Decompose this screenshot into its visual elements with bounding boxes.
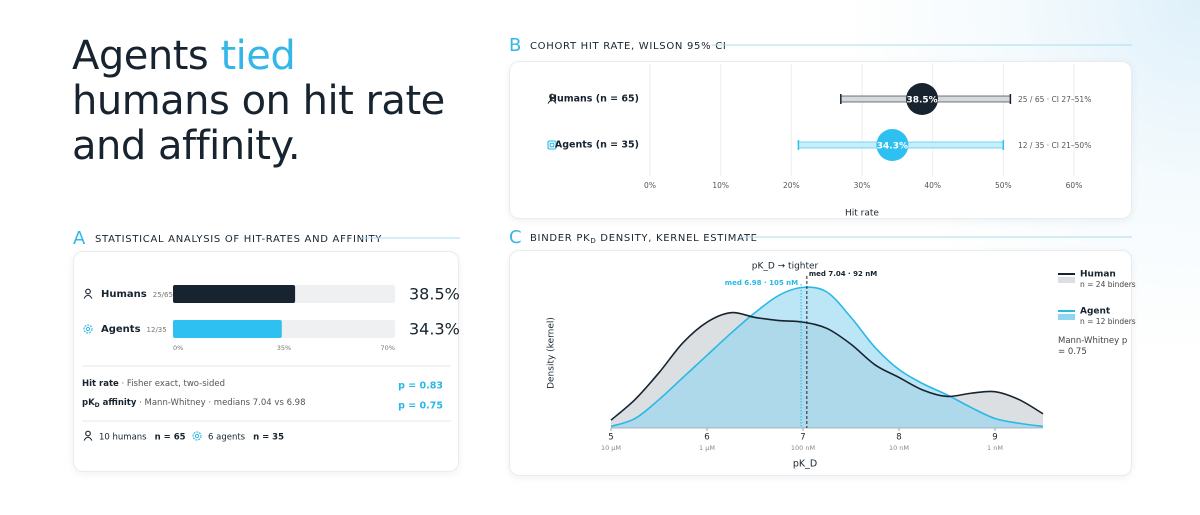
legend-label: Human	[1080, 270, 1116, 280]
value-label: 34.3%	[409, 320, 460, 339]
count-label: 25/65	[153, 291, 173, 299]
section-letter: A	[73, 228, 86, 249]
legend-label: Agent	[1080, 307, 1111, 317]
stat-method: · Fisher exact, two-sided	[119, 379, 225, 389]
p-value: p = 0.75	[398, 401, 443, 412]
x-axis-label: pK_D	[793, 459, 817, 470]
footer-n: n = 35	[253, 433, 284, 443]
x-tick-unit: 1 µM	[699, 444, 715, 452]
x-tick-label: 8	[896, 433, 901, 443]
x-tick-label: 70%	[381, 344, 395, 352]
stat-label: pK	[82, 398, 95, 408]
person-icon	[83, 436, 93, 441]
person-icon	[83, 294, 93, 299]
section-letter: C	[509, 227, 522, 248]
x-tick-label: 6	[704, 433, 709, 443]
legend-swatch	[1058, 314, 1075, 320]
value-label: 38.5%	[409, 285, 460, 304]
value-label: 34.3%	[877, 142, 908, 152]
title-part: BINDER PK	[530, 233, 590, 244]
agent-icon	[192, 431, 202, 441]
card-b	[509, 61, 1132, 219]
category-label: Humans (n = 65)	[549, 94, 639, 105]
footer-text: 6 agents	[208, 433, 246, 443]
x-tick-label: 30%	[854, 181, 871, 190]
headline-text: Agents	[72, 33, 221, 79]
title-part: DENSITY, KERNEL ESTIMATE	[596, 233, 757, 244]
x-tick-label: 5	[608, 433, 613, 443]
x-tick-unit: 1 nM	[987, 444, 1003, 452]
stat-label: affinity	[100, 398, 137, 408]
person-icon	[85, 288, 91, 295]
y-axis-label: Density (kernel)	[547, 317, 557, 389]
agent-icon	[85, 326, 91, 332]
bar	[173, 285, 296, 303]
headline-text: humans on hit rate and affinity.	[72, 78, 445, 169]
x-tick-unit: 10 nM	[889, 444, 909, 452]
x-tick-label: 0%	[644, 181, 656, 190]
agent-icon	[547, 140, 557, 150]
person-icon	[85, 430, 91, 437]
stat-label: Hit rate	[82, 379, 119, 389]
section-letter: B	[509, 35, 521, 56]
section-title: BINDER PKD DENSITY, KERNEL ESTIMATE	[530, 233, 758, 245]
x-tick-label: 60%	[1066, 181, 1083, 190]
x-tick-unit: 10 µM	[601, 444, 621, 452]
median-label: med 7.04 · 92 nM	[809, 270, 877, 278]
stat-line: pKD affinity · Mann-Whitney · medians 7.…	[82, 398, 306, 409]
value-label: 38.5%	[906, 96, 937, 106]
stat-method: · Mann-Whitney · medians 7.04 vs 6.98	[136, 398, 305, 408]
line	[610, 311, 1044, 421]
headline-highlight: tied	[220, 33, 296, 79]
legend-swatch	[1058, 277, 1075, 283]
agent-icon	[83, 324, 93, 334]
stat-line: Hit rate · Fisher exact, two-sided	[82, 379, 225, 389]
agent-icon	[549, 142, 555, 148]
stat-subscript: D	[95, 402, 100, 409]
x-tick-label: 10%	[712, 181, 729, 190]
annotation: pK_D → tighter	[752, 262, 819, 272]
x-tick-label: 50%	[995, 181, 1012, 190]
footer-text: 10 humans	[99, 433, 147, 443]
point	[906, 83, 939, 115]
person-icon	[547, 99, 557, 104]
agent-icon	[194, 433, 200, 439]
count-label: 12/35	[147, 326, 167, 334]
x-tick-label: 0%	[173, 344, 183, 352]
x-tick-label: 40%	[924, 181, 941, 190]
person-icon	[549, 93, 555, 100]
x-tick-label: 20%	[783, 181, 800, 190]
category-label: Humans	[101, 289, 147, 300]
p-value: p = 0.83	[398, 381, 443, 392]
annotation: 12 / 35 · CI 21–50%	[1018, 141, 1091, 150]
x-axis-label: Hit rate	[845, 209, 879, 219]
x-tick-unit: 100 nM	[791, 444, 815, 452]
annotation: 25 / 65 · CI 27–51%	[1018, 95, 1091, 104]
bar	[173, 320, 282, 338]
x-tick-label: 35%	[277, 344, 291, 352]
footer-n: n = 65	[155, 433, 186, 443]
area	[611, 287, 1043, 428]
x-tick-label: 7	[800, 433, 805, 443]
legend-note: Mann-Whitney p = 0.75	[1058, 336, 1128, 357]
section-title: STATISTICAL ANALYSIS OF HIT-RATES AND AF…	[95, 234, 382, 245]
legend-note: n = 24 binders	[1080, 280, 1136, 289]
point	[876, 129, 909, 161]
median-label: med 6.98 · 105 nM	[725, 279, 798, 287]
title-subscript: D	[590, 237, 596, 245]
legend-note: n = 12 binders	[1080, 317, 1136, 326]
category-label: Agents	[101, 324, 141, 335]
section-title: COHORT HIT RATE, WILSON 95% CI	[530, 41, 727, 52]
x-tick-label: 9	[992, 433, 997, 443]
category-label: Agents (n = 35)	[555, 140, 639, 151]
line	[610, 286, 1044, 428]
headline: Agents tied humans on hit rate and affin…	[72, 34, 462, 169]
